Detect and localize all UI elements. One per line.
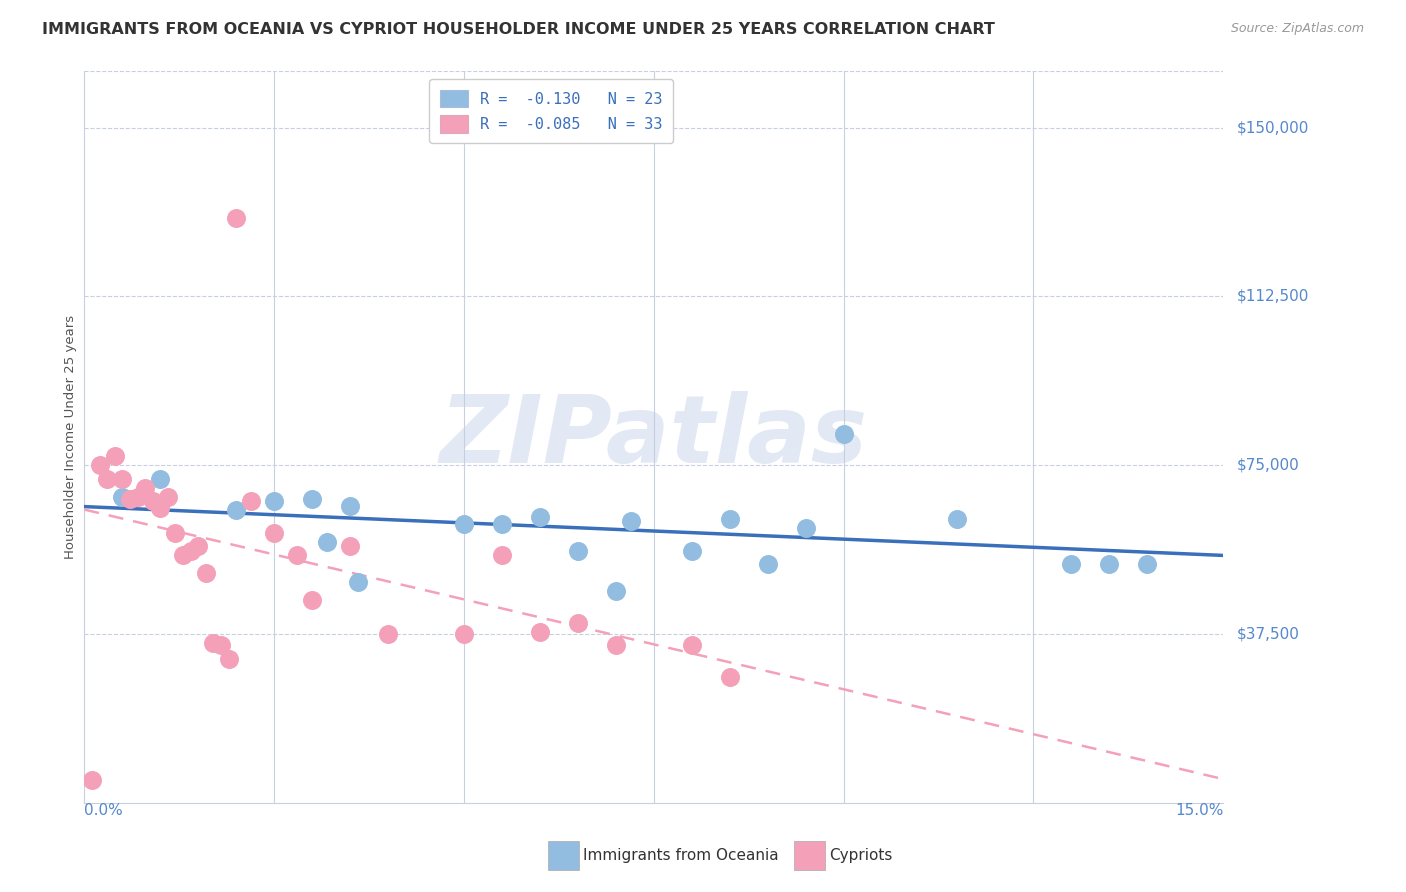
Text: $112,500: $112,500 — [1237, 289, 1309, 304]
Point — [111, 490, 134, 504]
Point — [156, 490, 179, 504]
Point — [127, 490, 149, 504]
Point — [96, 472, 118, 486]
Point — [240, 494, 263, 508]
Point — [339, 539, 361, 553]
Point — [209, 638, 232, 652]
Point — [346, 575, 368, 590]
Point — [194, 566, 217, 581]
Point — [165, 525, 187, 540]
Point — [529, 510, 551, 524]
Point — [111, 472, 134, 486]
Text: 0.0%: 0.0% — [84, 803, 124, 818]
Point — [1098, 558, 1121, 572]
Point — [202, 636, 225, 650]
Text: ZIPatlas: ZIPatlas — [440, 391, 868, 483]
Legend: R =  -0.130   N = 23, R =  -0.085   N = 33: R = -0.130 N = 23, R = -0.085 N = 33 — [429, 79, 673, 144]
Text: $150,000: $150,000 — [1237, 120, 1309, 135]
Point — [301, 491, 323, 506]
Point — [149, 472, 172, 486]
Point — [794, 521, 817, 535]
Point — [718, 512, 741, 526]
Point — [453, 627, 475, 641]
Point — [301, 593, 323, 607]
Text: $75,000: $75,000 — [1237, 458, 1301, 473]
Point — [567, 615, 589, 630]
Point — [134, 481, 156, 495]
Point — [529, 624, 551, 639]
Point — [491, 516, 513, 531]
Point — [718, 670, 741, 684]
Point — [491, 548, 513, 562]
Point — [142, 494, 165, 508]
Point — [377, 627, 399, 641]
Point — [263, 525, 285, 540]
Point — [946, 512, 969, 526]
Point — [1060, 558, 1083, 572]
Point — [567, 543, 589, 558]
Point — [80, 773, 103, 788]
Point — [1136, 558, 1159, 572]
Point — [605, 584, 627, 599]
Text: IMMIGRANTS FROM OCEANIA VS CYPRIOT HOUSEHOLDER INCOME UNDER 25 YEARS CORRELATION: IMMIGRANTS FROM OCEANIA VS CYPRIOT HOUSE… — [42, 22, 995, 37]
Point — [453, 516, 475, 531]
Point — [89, 458, 111, 473]
Point — [263, 494, 285, 508]
Point — [285, 548, 308, 562]
Point — [149, 500, 172, 515]
Text: 15.0%: 15.0% — [1175, 803, 1223, 818]
Point — [756, 558, 779, 572]
Point — [187, 539, 209, 553]
Point — [681, 543, 703, 558]
Point — [620, 515, 643, 529]
Point — [316, 534, 339, 549]
Point — [339, 499, 361, 513]
Point — [225, 211, 247, 225]
Point — [104, 449, 127, 463]
Point — [180, 543, 202, 558]
Text: Source: ZipAtlas.com: Source: ZipAtlas.com — [1230, 22, 1364, 36]
Point — [172, 548, 194, 562]
Text: Cypriots: Cypriots — [830, 848, 893, 863]
Text: Immigrants from Oceania: Immigrants from Oceania — [583, 848, 779, 863]
Point — [681, 638, 703, 652]
Point — [118, 491, 141, 506]
Point — [605, 638, 627, 652]
Text: $37,500: $37,500 — [1237, 626, 1301, 641]
Point — [225, 503, 247, 517]
Point — [832, 426, 855, 441]
Point — [218, 652, 240, 666]
Y-axis label: Householder Income Under 25 years: Householder Income Under 25 years — [65, 315, 77, 559]
